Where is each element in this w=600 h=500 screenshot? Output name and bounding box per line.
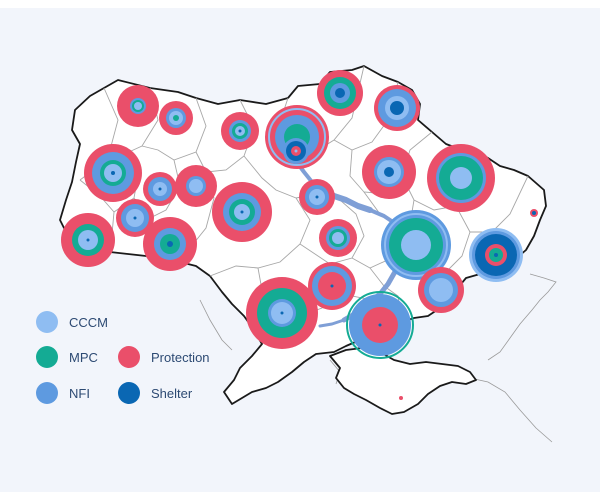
river-mouth: [318, 318, 346, 328]
center-dot: [280, 311, 284, 315]
sector-bubbles: [61, 70, 538, 400]
bubble-kherson[interactable]: [346, 291, 414, 359]
cccm-outline: [268, 108, 326, 166]
legend-item-shelter[interactable]: Shelter: [118, 382, 192, 404]
bubble-kirovohrad[interactable]: [319, 219, 357, 257]
center-dot: [330, 284, 334, 288]
legend-nfi-circle-icon: [36, 382, 58, 404]
bubble-zakarpattia[interactable]: [61, 213, 115, 267]
legend-protection-circle-icon: [118, 346, 140, 368]
oblast-border: [141, 97, 207, 161]
shelter-ring: [335, 88, 345, 98]
center-dot: [240, 210, 244, 214]
bubble-kyiv-city[interactable]: [283, 138, 309, 164]
cccm-ring: [429, 278, 453, 302]
legend-item-cccm[interactable]: CCCM: [36, 311, 108, 333]
legend-mpc-circle-icon: [36, 346, 58, 368]
legend-shelter-label: Shelter: [151, 385, 193, 401]
bubble-odesa[interactable]: [246, 277, 318, 349]
bubble-kharkiv[interactable]: [427, 144, 495, 212]
ukraine-map: [59, 65, 557, 443]
legend-shelter-circle-icon: [118, 382, 140, 404]
legend-cccm-circle-icon: [36, 311, 58, 333]
bubble-lviv[interactable]: [84, 144, 142, 202]
cccm-ring: [134, 102, 142, 110]
shelter-ring: [532, 211, 536, 215]
legend-nfi-label: NFI: [69, 385, 90, 401]
russia-border: [487, 273, 557, 361]
bubble-ternopil[interactable]: [143, 172, 177, 206]
bubble-zaporizhzhia[interactable]: [418, 267, 464, 313]
bubble-donetsk[interactable]: [469, 228, 523, 282]
center-dot: [158, 187, 162, 191]
map-panel: CCCM MPC Protection NFI Shelter: [0, 8, 600, 492]
bubble-khmelnytskyi[interactable]: [175, 165, 217, 207]
cccm-outline: [384, 213, 448, 277]
bubble-vinnytsia[interactable]: [212, 182, 272, 242]
center-dot: [238, 129, 242, 133]
bubble-poltava[interactable]: [362, 145, 416, 199]
center-dot: [494, 253, 498, 257]
bubble-mykolaiv[interactable]: [308, 262, 356, 310]
moldova-border: [199, 299, 233, 351]
center-dot: [111, 171, 115, 175]
shelter-ring: [390, 101, 404, 115]
bubble-sumy[interactable]: [374, 85, 420, 131]
bubble-rivne[interactable]: [159, 101, 193, 135]
bubble-dnipropetrovsk[interactable]: [381, 210, 451, 280]
oblast-border: [209, 155, 311, 277]
crimea-outline: [329, 347, 477, 415]
bubble-ivano-frankivsk[interactable]: [116, 199, 154, 237]
legend-protection-label: Protection: [151, 349, 210, 365]
center-dot: [86, 238, 90, 242]
bubble-cherkasy[interactable]: [299, 179, 335, 215]
protection-dot: [399, 396, 403, 400]
bubble-sevastopol[interactable]: [399, 396, 403, 400]
legend-item-mpc[interactable]: MPC: [36, 346, 98, 368]
bubble-zhytomyr[interactable]: [221, 112, 259, 150]
bubble-chernihiv[interactable]: [317, 70, 363, 116]
legend-mpc-label: MPC: [69, 349, 98, 365]
center-dot: [167, 241, 173, 247]
cccm-ring: [401, 230, 431, 260]
bubble-volyn[interactable]: [117, 85, 159, 127]
cccm-ring: [450, 167, 472, 189]
cccm-outline: [346, 291, 414, 359]
mpc-ring: [173, 115, 179, 121]
bubble-luhansk[interactable]: [530, 209, 538, 217]
center-dot: [315, 195, 319, 199]
legend-item-protection[interactable]: Protection: [118, 346, 210, 368]
cccm-ring: [189, 179, 203, 193]
center-dot: [378, 323, 382, 327]
legend-item-nfi[interactable]: NFI: [36, 382, 90, 404]
bubble-chernivtsi[interactable]: [143, 217, 197, 271]
caucasus-border: [469, 377, 553, 443]
center-dot: [294, 149, 298, 153]
cccm-ring: [332, 232, 344, 244]
legend-cccm-label: CCCM: [69, 314, 108, 330]
neighbour-borders: [199, 273, 557, 443]
center-dot: [133, 216, 137, 220]
shelter-ring: [384, 167, 394, 177]
